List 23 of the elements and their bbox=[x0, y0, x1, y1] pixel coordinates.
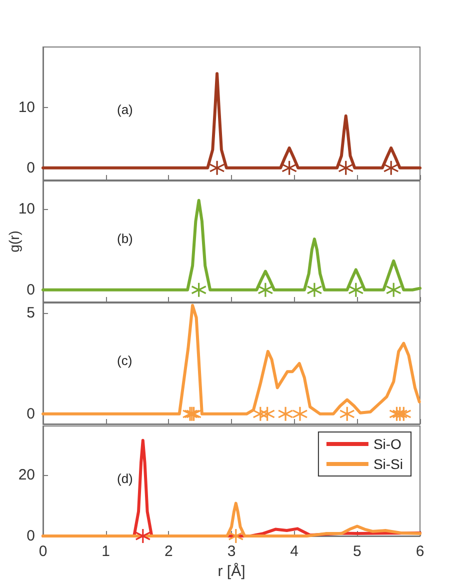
x-tick-label: 0 bbox=[38, 543, 48, 560]
x-tick-label: 6 bbox=[416, 543, 424, 560]
y-tick-label: 10 bbox=[18, 200, 35, 218]
y-tick-label: 0 bbox=[26, 405, 35, 422]
legend-label: Si-Si bbox=[373, 456, 404, 472]
x-tick-label: 3 bbox=[227, 543, 236, 560]
x-tick-label: 1 bbox=[102, 543, 110, 560]
x-tick-label: 5 bbox=[352, 543, 362, 560]
y-tick-label: 20 bbox=[18, 466, 35, 484]
x-tick-label: 2 bbox=[164, 543, 173, 560]
y-tick-label: 0 bbox=[26, 159, 35, 176]
x-tick-label: 4 bbox=[290, 543, 299, 560]
x-axis-title: r [Å] bbox=[218, 562, 246, 580]
y-tick-label: 0 bbox=[26, 281, 35, 298]
annotation: (d) bbox=[117, 471, 133, 486]
annotation: (a) bbox=[117, 102, 133, 117]
y-tick-label: 5 bbox=[26, 304, 35, 322]
y-tick-label: 10 bbox=[18, 98, 35, 116]
y-axis-title: g(r) bbox=[6, 230, 22, 252]
y-tick-label: 0 bbox=[26, 528, 35, 544]
annotation: (c) bbox=[117, 352, 132, 368]
annotation: (b) bbox=[117, 230, 133, 246]
legend-label: Si-O bbox=[373, 436, 402, 452]
